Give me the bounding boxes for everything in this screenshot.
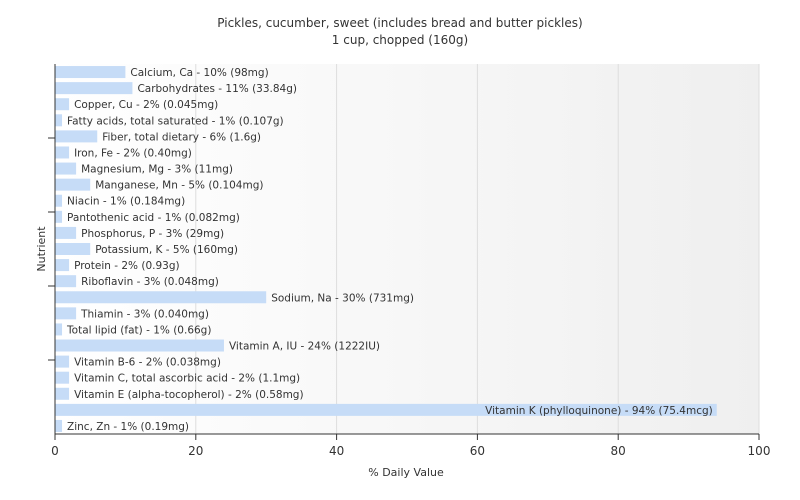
bar-label: Magnesium, Mg - 3% (11mg) bbox=[81, 164, 233, 176]
plot-area bbox=[55, 64, 759, 434]
bars-group bbox=[55, 66, 717, 432]
bar-label: Niacin - 1% (0.184mg) bbox=[67, 196, 185, 208]
bar bbox=[55, 387, 70, 400]
bar-label: Vitamin C, total ascorbic acid - 2% (1.1… bbox=[74, 373, 300, 385]
x-tick-label: 40 bbox=[329, 444, 344, 458]
bar bbox=[55, 162, 77, 175]
bar-label: Protein - 2% (0.93g) bbox=[74, 260, 180, 272]
bar bbox=[55, 98, 70, 111]
x-tick-label: 20 bbox=[188, 444, 203, 458]
bar-label: Thiamin - 3% (0.040mg) bbox=[80, 308, 209, 320]
bar bbox=[55, 226, 77, 239]
chart-title: Pickles, cucumber, sweet (includes bread… bbox=[217, 16, 582, 30]
bar-label: Carbohydrates - 11% (33.84g) bbox=[137, 83, 297, 95]
y-axis-title: Nutrient bbox=[35, 226, 48, 272]
bar-label: Riboflavin - 3% (0.048mg) bbox=[81, 276, 219, 288]
bar-label: Vitamin A, IU - 24% (1222IU) bbox=[229, 341, 380, 353]
bar bbox=[55, 146, 70, 159]
chart-subtitle: 1 cup, chopped (160g) bbox=[332, 33, 468, 47]
x-tick-label: 100 bbox=[748, 444, 771, 458]
x-axis-ticks: 0 20 40 60 80 100 bbox=[51, 434, 770, 458]
bar bbox=[55, 243, 91, 255]
bar bbox=[55, 114, 63, 127]
bar bbox=[55, 82, 133, 95]
bar-label: Fatty acids, total saturated - 1% (0.107… bbox=[67, 115, 284, 127]
bar bbox=[55, 194, 63, 207]
bar-label: Vitamin E (alpha-tocopherol) - 2% (0.58m… bbox=[74, 389, 304, 401]
bar bbox=[55, 130, 98, 143]
bar-label: Copper, Cu - 2% (0.045mg) bbox=[74, 99, 218, 111]
bar-label: Vitamin K (phylloquinone) - 94% (75.4mcg… bbox=[485, 405, 713, 417]
x-axis-title: % Daily Value bbox=[368, 466, 444, 479]
bar bbox=[55, 307, 77, 320]
bar bbox=[55, 178, 91, 191]
bar bbox=[55, 403, 717, 416]
bar bbox=[55, 355, 70, 368]
bar bbox=[55, 210, 63, 223]
bar bbox=[55, 66, 126, 79]
bar-label: Pantothenic acid - 1% (0.082mg) bbox=[67, 212, 240, 224]
bar bbox=[55, 259, 70, 272]
bar bbox=[55, 419, 63, 432]
bar bbox=[55, 339, 224, 352]
bar-label: Vitamin B-6 - 2% (0.038mg) bbox=[74, 357, 221, 369]
bar-label: Zinc, Zn - 1% (0.19mg) bbox=[67, 421, 189, 433]
bar-label: Sodium, Na - 30% (731mg) bbox=[271, 292, 414, 304]
bar bbox=[55, 323, 63, 336]
grid-lines bbox=[195, 64, 760, 434]
bar-label: Phosphorus, P - 3% (29mg) bbox=[81, 228, 224, 240]
bar bbox=[55, 275, 77, 288]
x-tick-label: 0 bbox=[51, 444, 59, 458]
bar bbox=[55, 291, 267, 304]
bar-label: Potassium, K - 5% (160mg) bbox=[95, 244, 238, 256]
y-axis-ticks bbox=[48, 137, 55, 361]
x-tick-label: 80 bbox=[611, 444, 626, 458]
bar-label: Total lipid (fat) - 1% (0.66g) bbox=[66, 324, 211, 336]
bar bbox=[55, 371, 70, 384]
bar-label: Iron, Fe - 2% (0.40mg) bbox=[74, 147, 192, 159]
bar-labels-group: Calcium, Ca - 10% (98mg) Carbohydrates - … bbox=[66, 67, 713, 433]
x-tick-label: 60 bbox=[470, 444, 485, 458]
bar-label: Manganese, Mn - 5% (0.104mg) bbox=[95, 180, 263, 192]
bar-label: Calcium, Ca - 10% (98mg) bbox=[130, 67, 268, 79]
bar-label: Fiber, total dietary - 6% (1.6g) bbox=[102, 131, 261, 143]
